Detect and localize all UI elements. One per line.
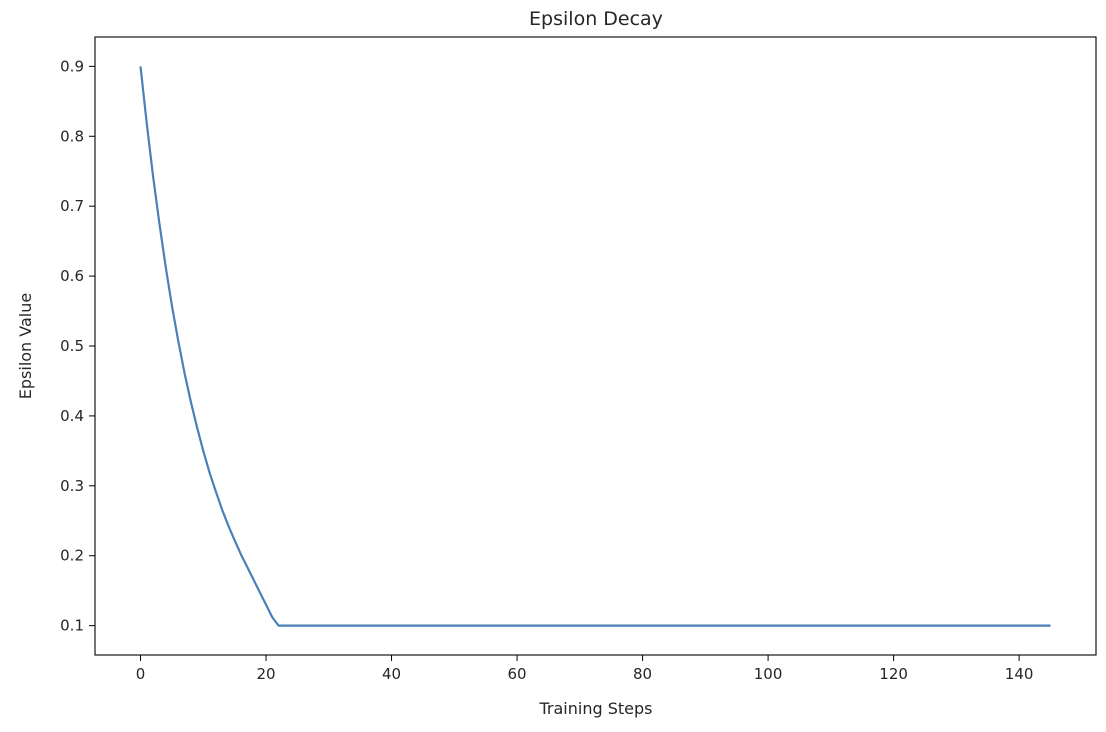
chart-title: Epsilon Decay (529, 8, 663, 30)
x-tick-label: 100 (754, 665, 783, 683)
y-axis-ticks: 0.1 0.2 0.3 0.4 0.5 0.6 0.7 0.8 0.9 (60, 57, 95, 635)
y-tick-label: 0.6 (60, 267, 84, 285)
y-tick-label: 0.5 (60, 337, 84, 355)
y-tick-label: 0.7 (60, 197, 84, 215)
y-tick-label: 0.8 (60, 127, 84, 145)
x-tick-label: 140 (1005, 665, 1034, 683)
y-tick-label: 0.9 (60, 57, 84, 75)
y-tick-label: 0.4 (60, 407, 84, 425)
plot-frame (94, 36, 1097, 656)
series-layer (139, 66, 1051, 627)
y-axis-label: Epsilon Value (16, 293, 35, 399)
x-tick-label: 120 (879, 665, 908, 683)
x-axis-label: Training Steps (539, 699, 653, 718)
x-axis-ticks: 0 20 40 60 80 100 120 140 (136, 655, 1034, 683)
epsilon-series-line (139, 66, 1051, 627)
y-tick-label: 0.2 (60, 547, 84, 565)
y-tick-label: 0.3 (60, 477, 84, 495)
x-tick-label: 80 (633, 665, 652, 683)
x-tick-label: 40 (382, 665, 401, 683)
x-tick-label: 60 (508, 665, 527, 683)
y-tick-label: 0.1 (60, 617, 84, 635)
x-tick-label: 20 (256, 665, 275, 683)
x-tick-label: 0 (136, 665, 146, 683)
